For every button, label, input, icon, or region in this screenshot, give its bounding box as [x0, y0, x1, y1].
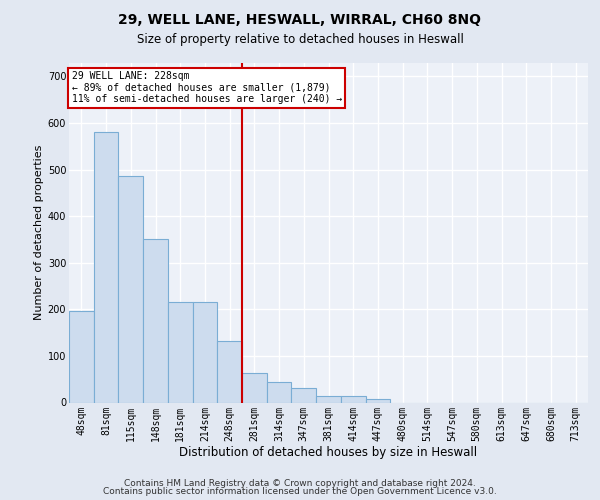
Bar [143, 238, 168, 402]
Bar [292, 388, 316, 402]
Text: 29 WELL LANE: 228sqm
← 89% of detached houses are smaller (1,879)
11% of semi-de: 29 WELL LANE: 228sqm ← 89% of detached h… [71, 71, 342, 104]
Bar [168, 302, 193, 402]
X-axis label: Distribution of detached houses by size in Heswall: Distribution of detached houses by size … [179, 446, 478, 459]
Bar [365, 399, 390, 402]
Bar [316, 396, 341, 402]
Text: Contains HM Land Registry data © Crown copyright and database right 2024.: Contains HM Land Registry data © Crown c… [124, 478, 476, 488]
Text: 29, WELL LANE, HESWALL, WIRRAL, CH60 8NQ: 29, WELL LANE, HESWALL, WIRRAL, CH60 8NQ [119, 12, 482, 26]
Bar [94, 132, 118, 402]
Text: Contains public sector information licensed under the Open Government Licence v3: Contains public sector information licen… [103, 487, 497, 496]
Y-axis label: Number of detached properties: Number of detached properties [34, 145, 44, 320]
Bar [341, 396, 365, 402]
Text: Size of property relative to detached houses in Heswall: Size of property relative to detached ho… [137, 32, 463, 46]
Bar [193, 302, 217, 402]
Bar [69, 310, 94, 402]
Bar [217, 341, 242, 402]
Bar [118, 176, 143, 402]
Bar [267, 382, 292, 402]
Bar [242, 373, 267, 402]
